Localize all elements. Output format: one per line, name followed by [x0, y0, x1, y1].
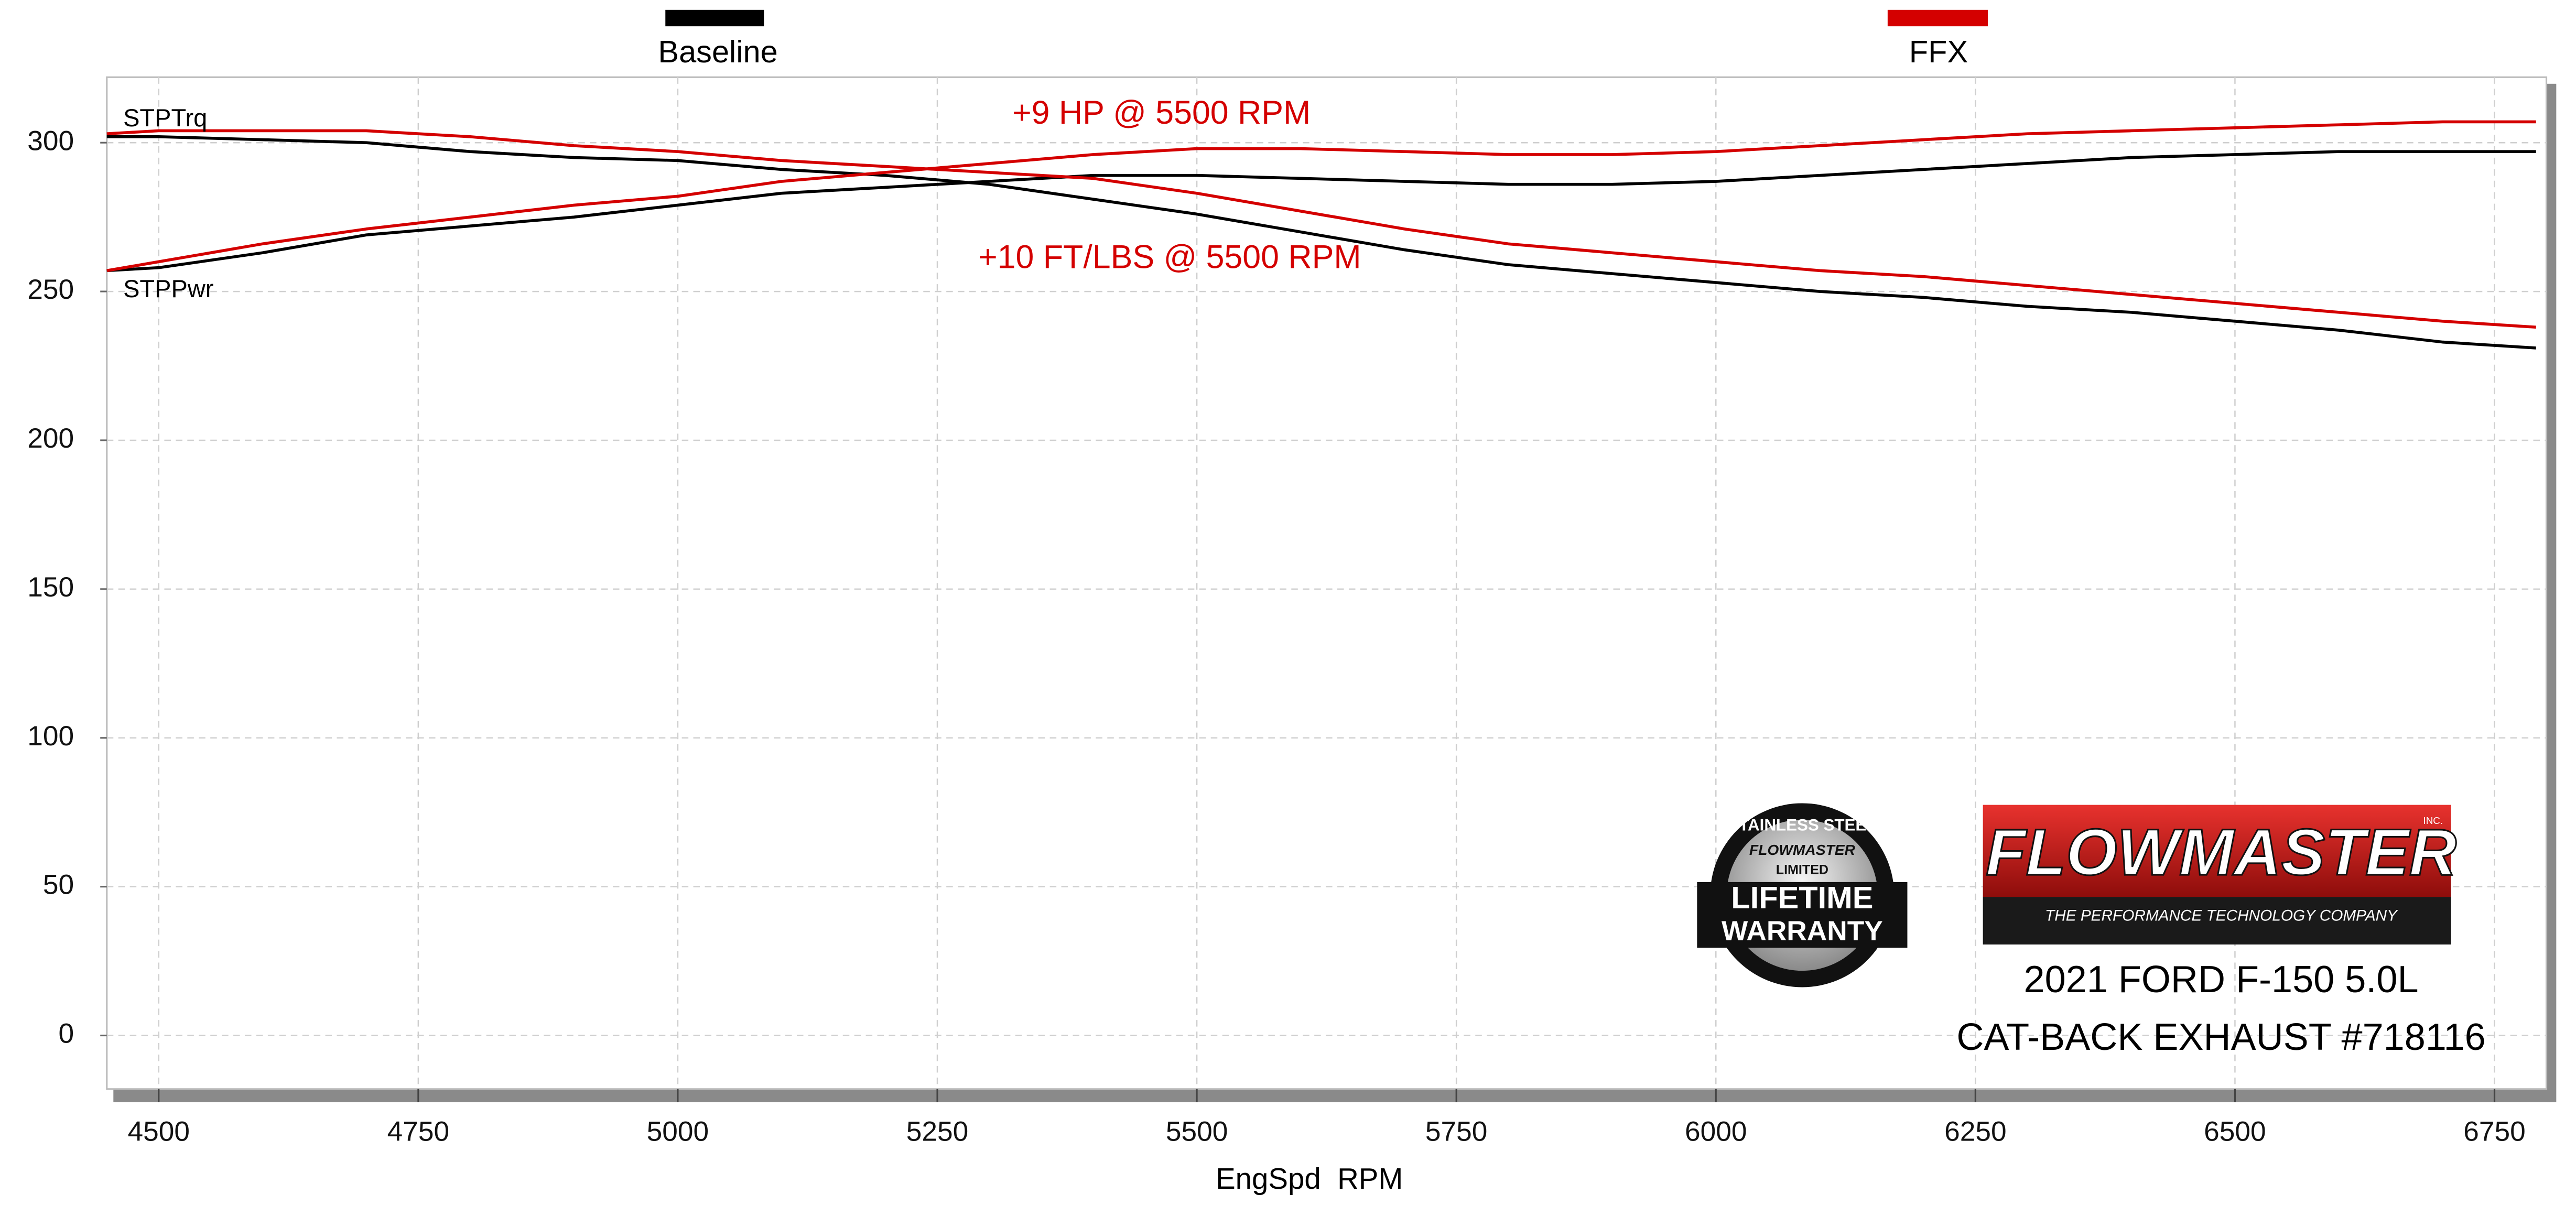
curve-label: STPPwr	[123, 275, 213, 302]
x-tick-label: 5000	[647, 1116, 709, 1147]
y-tick-label: 0	[58, 1018, 74, 1049]
data-line	[106, 129, 2536, 329]
data-line	[106, 150, 2536, 273]
x-tick-label: 4500	[128, 1116, 190, 1147]
x-tick-label: 5250	[906, 1116, 969, 1147]
badge-text: WARRANTY	[1722, 916, 1883, 947]
logo-red	[1983, 805, 2451, 897]
legend-label: FFX	[1909, 34, 1968, 69]
x-tick-label: 5500	[1166, 1116, 1228, 1147]
logo-suffix: INC.	[2423, 815, 2443, 826]
y-tick-label: 200	[27, 423, 74, 454]
x-tick-label: 6500	[2204, 1116, 2266, 1147]
legend-label: Baseline	[658, 34, 777, 69]
x-tick-label: 4750	[387, 1116, 449, 1147]
x-tick-label: 6750	[2463, 1116, 2526, 1147]
caption: 2021 FORD F-150 5.0L	[2024, 959, 2419, 1001]
x-tick-label: 5750	[1425, 1116, 1488, 1147]
lines	[106, 120, 2536, 350]
frame-shadow	[113, 1089, 2555, 1102]
y-tick-label: 100	[27, 721, 74, 752]
data-line	[106, 120, 2536, 273]
flowmaster-logo: FLOWMASTER INC. THE PERFORMANCE TECHNOLO…	[1983, 805, 2458, 945]
labels: 0 50 100 150 200 250 300 4500 4750 5000 5250 5500 57…	[27, 125, 2526, 1147]
logo-tagline: THE PERFORMANCE TECHNOLOGY COMPANY	[2045, 907, 2398, 925]
warranty-badge: STAINLESS STEEL FLOWMASTER LIMITED LIFET…	[1697, 803, 1908, 987]
y-tick-label: 250	[27, 274, 74, 305]
x-tick-label: 6000	[1685, 1116, 1747, 1147]
data-line	[106, 135, 2536, 350]
y-tick-label: 300	[27, 125, 74, 156]
logo-text: FLOWMASTER	[1986, 816, 2456, 889]
badge-text: FLOWMASTER	[1749, 841, 1856, 858]
badge-text: STAINLESS STEEL	[1728, 816, 1876, 834]
curve-label: STPTrq	[123, 104, 207, 132]
annotation: +10 FT/LBS @ 5500 RPM	[978, 239, 1361, 276]
badge-text: LIMITED	[1776, 863, 1828, 877]
frame-shadow	[2546, 83, 2557, 1102]
logo-dark	[1983, 897, 2451, 945]
legend-swatch	[665, 9, 764, 27]
y-tick-label: 150	[27, 572, 74, 603]
annotation: +9 HP @ 5500 RPM	[1012, 94, 1311, 131]
badge-band	[1697, 882, 1908, 948]
grid	[100, 77, 2547, 1102]
x-tick-label: 6250	[1944, 1116, 2006, 1147]
caption: CAT-BACK EXHAUST #718116	[1956, 1016, 2485, 1058]
y-tick-label: 50	[43, 870, 74, 900]
badge-text: LIFETIME	[1731, 880, 1873, 915]
legend-swatch	[1887, 9, 1988, 27]
x-axis-title: EngSpd RPM	[1216, 1162, 1403, 1195]
